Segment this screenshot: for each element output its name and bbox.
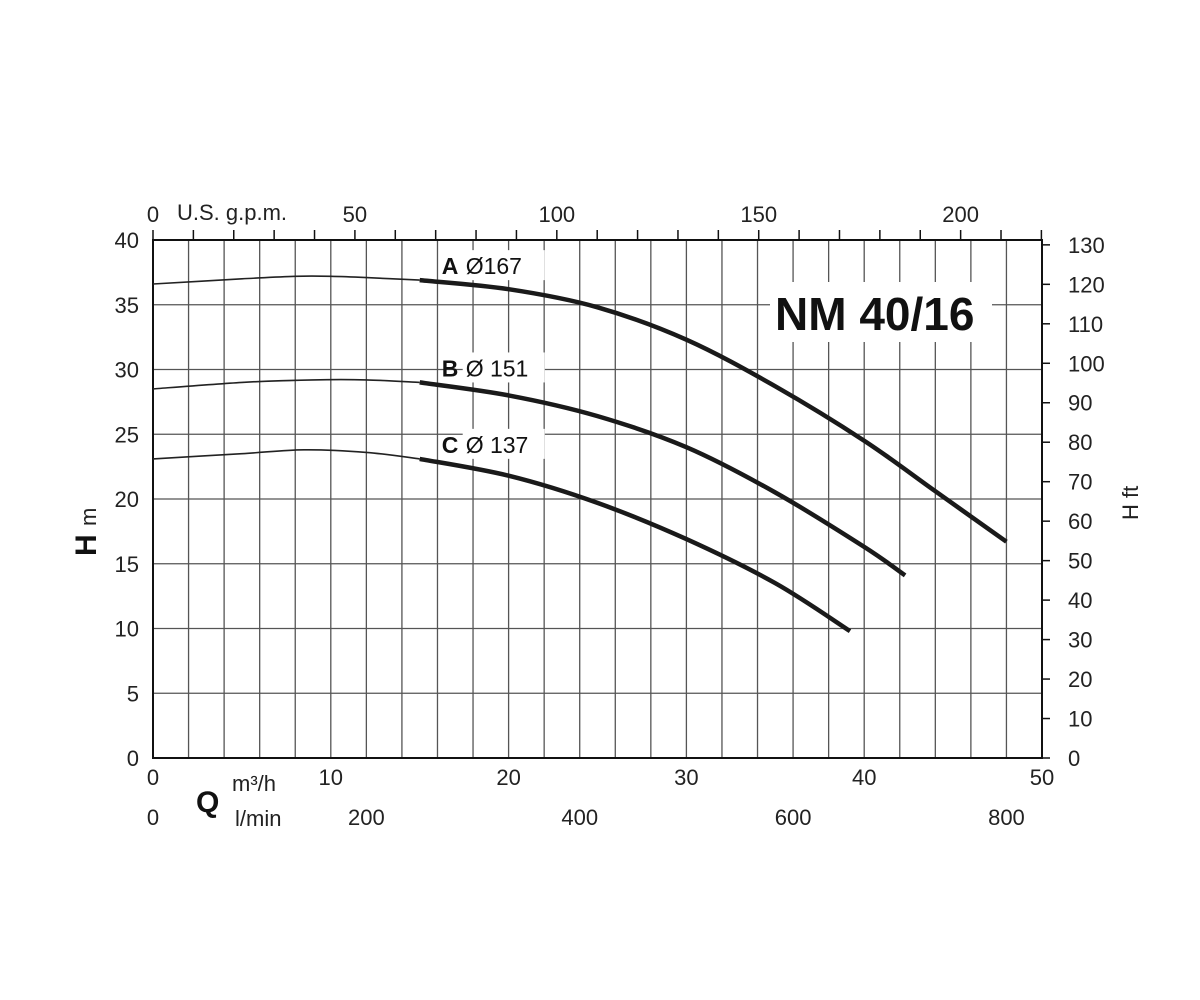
y-right-tick-label: 110 (1068, 312, 1103, 337)
x-tick-label-m3h: 0 (147, 765, 159, 790)
y-right-tick-label: 20 (1068, 667, 1092, 692)
x-tick-label-m3h: 20 (496, 765, 520, 790)
curve-c-extension (152, 448, 420, 460)
y-right-tick-label: 0 (1068, 746, 1080, 771)
y-right-tick-label: 30 (1068, 628, 1092, 653)
y-left-tick-label: 40 (115, 228, 139, 253)
y-right-tick-label: 120 (1068, 272, 1105, 297)
curve-b-diameter: Ø 151 (466, 355, 529, 381)
x-tick-label-m3h: 10 (319, 765, 343, 790)
y-right-tick-label: 10 (1068, 707, 1092, 732)
curve-label-background (462, 352, 545, 383)
x-tick-label-m3h: 40 (852, 765, 876, 790)
curve-label-background (462, 250, 545, 281)
y-right-label: H ft (1118, 486, 1143, 520)
tick-marks (152, 230, 1050, 759)
x-top-tick-label: 0 (147, 202, 159, 227)
curve-a-letter: A (442, 253, 459, 279)
y-left-tick-label: 30 (115, 358, 139, 383)
curve-a (419, 277, 1008, 544)
x-top-tick-label: 200 (942, 202, 979, 227)
y-right-tick-label: 130 (1068, 233, 1105, 258)
y-right-tick-label: 50 (1068, 549, 1092, 574)
y-left-tick-label: 20 (115, 487, 139, 512)
curve-c-diameter: Ø 137 (466, 432, 529, 458)
x-top-tick-label: 50 (343, 202, 367, 227)
y-right-tick-label: 70 (1068, 470, 1092, 495)
curve-b-extension (152, 378, 420, 390)
y-left-unit: m (76, 508, 101, 526)
y-left-tick-label: 15 (115, 552, 139, 577)
curves: A Ø167 B Ø 151 C Ø 137 (152, 250, 1008, 633)
x-top-tick-label: 100 (538, 202, 575, 227)
x-tick-label-lmin: 200 (348, 805, 385, 830)
curve-a-diameter: Ø167 (466, 253, 522, 279)
y-right-tick-label: 100 (1068, 351, 1105, 376)
x-primary-unit: m³/h (232, 771, 276, 796)
x-secondary-unit: l/min (235, 806, 281, 831)
curve-b-letter: B (442, 355, 459, 381)
x-axis-letter: Q (196, 786, 219, 819)
x-tick-label-lmin: 400 (561, 805, 598, 830)
curve-c-letter: C (442, 432, 459, 458)
y-left-tick-label: 10 (115, 617, 139, 642)
curve-b (419, 380, 907, 578)
y-left-tick-label: 5 (127, 681, 139, 706)
y-left-tick-label: 0 (127, 746, 139, 771)
x-tick-label-m3h: 50 (1030, 765, 1054, 790)
x-tick-label-lmin: 0 (147, 805, 159, 830)
y-left-title: H m (70, 508, 103, 556)
x-tick-label-lmin: 800 (988, 805, 1025, 830)
y-left-tick-label: 35 (115, 293, 139, 318)
grid (153, 240, 1042, 758)
y-right-tick-label: 90 (1068, 391, 1092, 416)
curve-c (419, 456, 852, 633)
y-right-title: H ft (1118, 486, 1143, 520)
chart-title: NM 40/16 (775, 288, 974, 340)
y-axis-letter: H (70, 534, 103, 556)
curve-a-extension (152, 275, 420, 285)
x-tick-label-m3h: 30 (674, 765, 698, 790)
y-right-tick-label: 80 (1068, 430, 1092, 455)
x-top-unit: U.S. g.p.m. (177, 200, 287, 225)
x-top-tick-label: 150 (740, 202, 777, 227)
y-right-tick-label: 60 (1068, 509, 1092, 534)
x-tick-label-lmin: 600 (775, 805, 812, 830)
y-left-tick-label: 25 (115, 422, 139, 447)
curve-label-background (462, 428, 545, 459)
top-unit-background (172, 198, 312, 226)
title-background (770, 282, 992, 342)
y-right-tick-label: 40 (1068, 588, 1092, 613)
